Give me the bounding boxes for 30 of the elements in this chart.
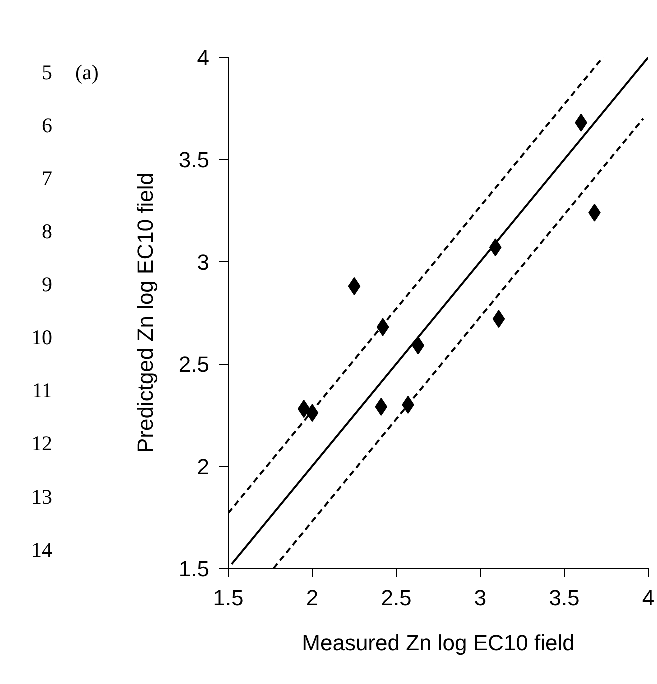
- x-tick-label: 4: [642, 586, 655, 610]
- y-tick-label: 2.5: [178, 352, 210, 378]
- x-tick-label: 2: [306, 586, 319, 610]
- text: 13: [32, 484, 52, 509]
- y-tick-label: 4: [197, 46, 210, 70]
- x-tick-label: 1.5: [213, 586, 244, 610]
- y-tick-label: 3.5: [178, 148, 210, 173]
- text: (a): [76, 60, 99, 84]
- x-tick-label: 3: [474, 586, 487, 610]
- y-axis-title: Predictged Zn log EC10 field: [132, 172, 158, 454]
- text: 12: [32, 432, 52, 456]
- text: 10: [32, 326, 52, 350]
- text: 11: [32, 378, 53, 403]
- text: 9: [42, 272, 52, 297]
- point: [298, 400, 310, 418]
- text: 5: [42, 60, 52, 84]
- point: [376, 318, 390, 336]
- x-axis-title: Measured Zn log EC10 field: [302, 630, 575, 656]
- point: [375, 398, 388, 416]
- text: 14: [32, 538, 53, 562]
- point: [348, 277, 361, 296]
- text: 8: [42, 220, 52, 244]
- text: 6: [42, 113, 52, 138]
- text: 7: [42, 166, 52, 191]
- y-tick-label: 3: [197, 250, 210, 275]
- x-tick-label: 2.5: [381, 586, 412, 610]
- point: [492, 310, 506, 328]
- x-tick-label: 3.5: [549, 586, 580, 610]
- y-tick-label: 1.5: [178, 556, 210, 582]
- y-tick-label: 2: [197, 454, 210, 480]
